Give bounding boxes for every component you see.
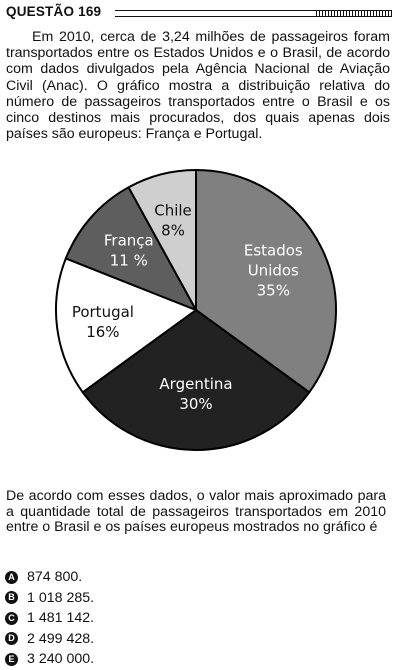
option-a[interactable]: A 874 800. — [5, 567, 305, 588]
pie-slice-2-label: Portugal — [72, 303, 134, 321]
option-b[interactable]: B 1 018 285. — [5, 588, 305, 609]
option-b-letter: B — [5, 591, 18, 605]
pie-slice-3 — [64, 186, 197, 311]
pie-slice-4-value-label: 8% — [161, 222, 185, 240]
option-e[interactable]: E 3 240 000. — [5, 649, 305, 670]
question-stem: De acordo com esses dados, o valor mais … — [6, 488, 386, 535]
question-intro: Em 2010, cerca de 3,24 milhões de passag… — [6, 29, 390, 143]
header-rule — [115, 10, 392, 17]
pie-slice-3-value-label: 11 % — [110, 252, 148, 270]
pie-slice-0-label: Unidos — [248, 262, 299, 280]
option-d-text: 2 499 428. — [27, 630, 95, 647]
option-b-text: 1 018 285. — [27, 589, 95, 606]
option-d[interactable]: D 2 499 428. — [5, 629, 305, 650]
pie-chart-svg: Estados Unidos 35% Argentina 30% Portugal 16% F… — [55, 169, 337, 451]
pie-slice-1-label: Argentina — [159, 375, 232, 393]
answer-options: A 874 800. B 1 018 285. C 1 481 142. D 2… — [5, 567, 305, 670]
pie-slice-0 — [195, 169, 337, 394]
option-c[interactable]: C 1 481 142. — [5, 608, 305, 629]
pie-slice-1 — [81, 309, 311, 451]
question-header: QUESTÃO 169 — [6, 4, 392, 20]
pie-slice-4-label: Chile — [154, 202, 192, 220]
option-c-letter: C — [5, 611, 18, 625]
pie-slice-4 — [127, 169, 197, 311]
pie-chart: Estados Unidos 35% Argentina 30% Portugal 16% F… — [0, 165, 405, 465]
pie-slice-2 — [55, 257, 197, 394]
pie-slice-0-label: Estados — [244, 242, 303, 260]
option-c-text: 1 481 142. — [27, 610, 95, 627]
pie-slice-3-label: França — [104, 232, 154, 250]
option-e-text: 3 240 000. — [27, 651, 95, 668]
pie-slice-1-value-label: 30% — [179, 395, 212, 413]
question-title: QUESTÃO 169 — [6, 4, 102, 19]
pie-slice-2-value-label: 16% — [86, 323, 119, 341]
option-a-letter: A — [5, 570, 18, 584]
option-a-text: 874 800. — [27, 569, 83, 586]
option-e-letter: E — [5, 652, 18, 666]
pie-slice-0-value-label: 35% — [257, 282, 290, 300]
option-d-letter: D — [5, 632, 18, 646]
